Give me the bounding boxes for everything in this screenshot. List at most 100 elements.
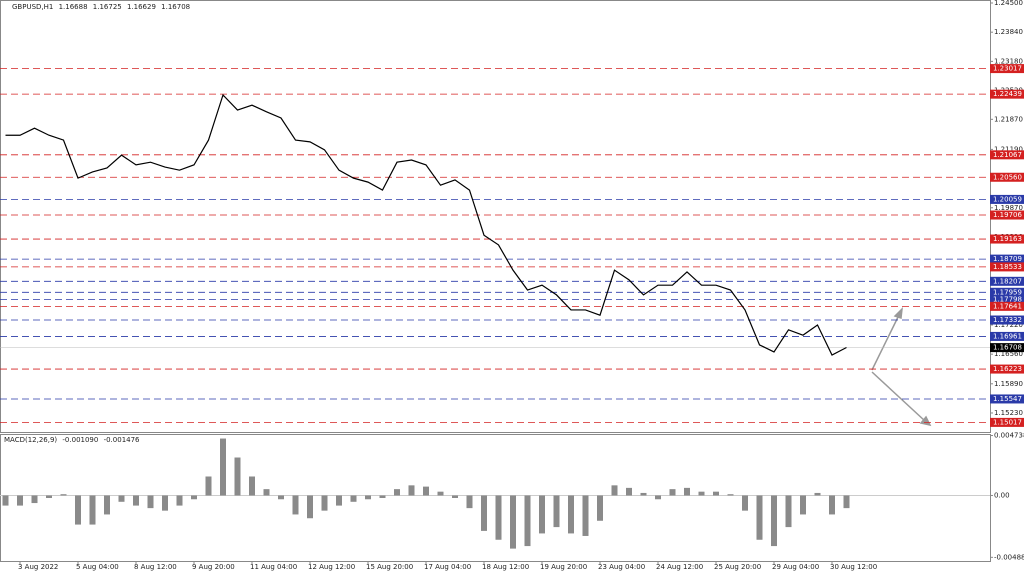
macd-bar (423, 486, 429, 496)
macd-bar (771, 495, 777, 547)
y-tick-label: 1.19870 (994, 204, 1023, 212)
current-price-box (990, 343, 1024, 353)
macd-bar (2, 495, 9, 506)
low: 1.16629 (127, 3, 156, 11)
y-tick-label: 1.21190 (994, 145, 1023, 153)
macd-bar (510, 495, 516, 549)
level-label-box (990, 210, 1024, 220)
macd-bar (756, 495, 763, 540)
macd-bar (640, 492, 647, 496)
x-tick-label: 30 Aug 12:00 (830, 563, 877, 571)
x-tick-label: 17 Aug 04:00 (424, 563, 471, 571)
y-tick-label: 1.17220 (994, 321, 1023, 329)
chart-header: GBPUSD,H1 1.16688 1.16725 1.16629 1.1670… (12, 3, 190, 11)
x-tick-label: 12 Aug 12:00 (308, 563, 355, 571)
level-label-box (990, 331, 1024, 341)
y-tick-label: 1.16560 (994, 350, 1023, 358)
macd-bar (481, 495, 487, 531)
macd-bar (698, 491, 705, 496)
macd-bar (75, 495, 81, 525)
x-tick-label: 3 Aug 2022 (18, 563, 58, 571)
level-label-box (990, 276, 1024, 286)
macd-bar (814, 492, 821, 496)
macd-value: -0.001090 (62, 436, 98, 444)
macd-bar (249, 476, 255, 496)
level-label: 1.19163 (993, 235, 1022, 243)
macd-bar (263, 489, 270, 496)
level-label: 1.23017 (993, 65, 1022, 73)
macd-bar (466, 495, 473, 509)
macd-bar (785, 495, 792, 528)
macd-bar (278, 495, 284, 500)
projection-arrows (871, 306, 932, 427)
macd-bar (191, 495, 197, 500)
level-label: 1.19706 (993, 211, 1022, 219)
macd-bar (147, 495, 154, 509)
level-label-box (990, 417, 1024, 427)
level-label: 1.22439 (993, 90, 1022, 98)
level-label: 1.15547 (993, 395, 1022, 403)
macd-header: MACD(12,26,9) -0.001090 -0.001476 (4, 436, 140, 444)
signal-value: -0.001476 (104, 436, 140, 444)
current-price-label: 1.16708 (993, 344, 1022, 352)
level-label-box (990, 262, 1024, 272)
level-label: 1.17959 (993, 288, 1022, 296)
y-tick-label: 0.004738 (994, 432, 1024, 440)
level-label: 1.20560 (993, 173, 1022, 181)
x-tick-label: 19 Aug 20:00 (540, 563, 587, 571)
macd-bar (176, 495, 183, 506)
level-label: 1.17332 (993, 316, 1022, 324)
macd-bar (17, 495, 23, 506)
x-tick-label: 8 Aug 12:00 (134, 563, 177, 571)
macd-bar (800, 495, 806, 515)
open: 1.16688 (59, 3, 88, 11)
y-tick-label: 1.23840 (994, 28, 1023, 36)
level-label-box (990, 394, 1024, 404)
macd-bar (234, 457, 241, 496)
level-label: 1.21067 (993, 151, 1022, 159)
y-tick-label: -0.004889 (994, 553, 1024, 561)
level-label-box (990, 150, 1024, 160)
y-tick-label: 1.15890 (994, 380, 1023, 388)
macd-bar (611, 485, 618, 496)
close: 1.16708 (161, 3, 190, 11)
macd-bar (365, 495, 371, 500)
macd-bar (394, 489, 400, 496)
level-label: 1.17641 (993, 302, 1022, 310)
macd-bar (452, 495, 458, 498)
macd-bar (727, 494, 734, 496)
x-tick-label: 5 Aug 04:00 (76, 563, 119, 571)
level-label: 1.18207 (993, 277, 1022, 285)
macd-bar (597, 495, 603, 521)
macd-bar (133, 495, 139, 506)
macd-bar (568, 495, 574, 534)
macd-bar (524, 495, 531, 547)
y-tick-label: 1.24500 (994, 0, 1023, 7)
level-label: 1.16961 (993, 332, 1022, 340)
y-tick-label: 1.15230 (994, 409, 1023, 417)
level-label-box (990, 301, 1024, 311)
macd-bar (350, 495, 357, 502)
macd-bar (713, 491, 719, 496)
y-tick-label: 1.23180 (994, 57, 1023, 65)
level-label-box (990, 64, 1024, 74)
macd-bar (684, 487, 690, 496)
macd-bar (669, 489, 676, 496)
symbol-title: GBPUSD,H1 (12, 3, 53, 11)
macd-bar (379, 495, 386, 498)
level-label-box (990, 194, 1024, 204)
macd-bar (292, 495, 299, 515)
macd-title: MACD(12,26,9) (4, 436, 57, 444)
level-label: 1.17798 (993, 295, 1022, 303)
level-label-box (990, 254, 1024, 264)
high: 1.16725 (93, 3, 122, 11)
macd-bar (336, 495, 342, 506)
macd-bar (655, 495, 661, 500)
level-label-box (990, 294, 1024, 304)
y-tick-label: 0.00 (994, 491, 1010, 499)
level-label: 1.16223 (993, 365, 1022, 373)
macd-bar (89, 495, 96, 525)
level-label-box (990, 315, 1024, 325)
macd-bar (118, 495, 125, 502)
